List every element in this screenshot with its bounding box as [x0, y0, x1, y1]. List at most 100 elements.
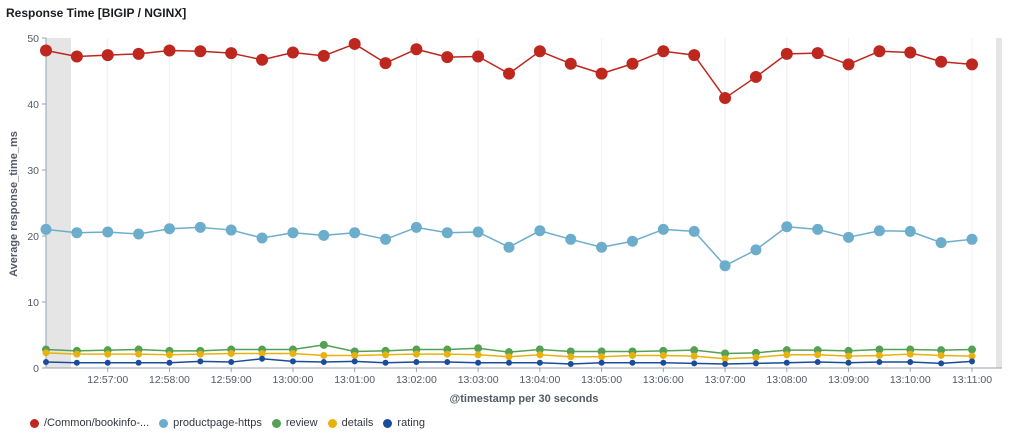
- data-point[interactable]: [104, 359, 111, 366]
- data-point[interactable]: [73, 350, 81, 358]
- data-point[interactable]: [783, 359, 790, 366]
- data-point[interactable]: [690, 346, 699, 355]
- data-point[interactable]: [781, 221, 793, 233]
- data-point[interactable]: [876, 359, 883, 366]
- data-point[interactable]: [380, 233, 392, 245]
- data-point[interactable]: [258, 349, 266, 357]
- data-point[interactable]: [812, 223, 824, 235]
- data-point[interactable]: [351, 351, 359, 359]
- data-point[interactable]: [256, 53, 269, 66]
- data-point[interactable]: [721, 349, 730, 358]
- data-point[interactable]: [503, 241, 515, 253]
- data-point[interactable]: [351, 358, 358, 365]
- data-point[interactable]: [227, 349, 235, 357]
- data-point[interactable]: [318, 229, 330, 241]
- data-point[interactable]: [163, 223, 175, 235]
- data-point[interactable]: [906, 350, 914, 358]
- data-point[interactable]: [659, 351, 667, 359]
- data-point[interactable]: [811, 47, 824, 60]
- data-point[interactable]: [475, 359, 482, 366]
- data-point[interactable]: [814, 351, 822, 359]
- data-point[interactable]: [904, 225, 916, 237]
- data-point[interactable]: [722, 361, 729, 368]
- data-point[interactable]: [691, 360, 698, 367]
- data-point[interactable]: [40, 44, 52, 57]
- data-point[interactable]: [626, 57, 639, 70]
- data-point[interactable]: [225, 224, 237, 236]
- data-point[interactable]: [197, 358, 204, 365]
- data-point[interactable]: [629, 359, 636, 366]
- data-point[interactable]: [441, 51, 454, 64]
- data-point[interactable]: [688, 49, 701, 62]
- data-point[interactable]: [410, 43, 423, 56]
- data-point[interactable]: [444, 359, 451, 366]
- data-point[interactable]: [873, 225, 885, 237]
- data-point[interactable]: [566, 347, 575, 356]
- data-point[interactable]: [938, 360, 945, 367]
- data-point[interactable]: [937, 351, 945, 359]
- data-point[interactable]: [317, 49, 330, 62]
- data-point[interactable]: [750, 244, 762, 256]
- data-point[interactable]: [256, 232, 268, 244]
- legend-item[interactable]: review: [271, 417, 318, 429]
- data-point[interactable]: [194, 45, 207, 58]
- data-point[interactable]: [536, 351, 544, 359]
- data-point[interactable]: [752, 353, 760, 361]
- data-point[interactable]: [596, 241, 608, 253]
- data-point[interactable]: [814, 359, 821, 366]
- data-point[interactable]: [505, 353, 513, 361]
- data-point[interactable]: [873, 45, 886, 58]
- data-point[interactable]: [42, 349, 50, 357]
- data-point[interactable]: [597, 347, 606, 356]
- data-point[interactable]: [472, 50, 485, 63]
- data-point[interactable]: [472, 226, 484, 238]
- legend-item[interactable]: productpage-https: [159, 417, 262, 429]
- data-point[interactable]: [968, 345, 976, 354]
- data-point[interactable]: [43, 359, 49, 366]
- data-point[interactable]: [163, 44, 176, 57]
- data-point[interactable]: [70, 50, 83, 63]
- data-point[interactable]: [320, 351, 328, 359]
- data-point[interactable]: [443, 350, 451, 358]
- data-point[interactable]: [937, 346, 946, 355]
- data-point[interactable]: [536, 359, 543, 366]
- data-point[interactable]: [966, 233, 978, 245]
- data-point[interactable]: [628, 351, 636, 359]
- data-point[interactable]: [875, 345, 884, 354]
- data-point[interactable]: [719, 260, 731, 272]
- data-point[interactable]: [289, 358, 296, 365]
- data-point[interactable]: [567, 353, 575, 361]
- data-point[interactable]: [626, 235, 638, 247]
- data-point[interactable]: [474, 344, 483, 353]
- data-point[interactable]: [319, 340, 328, 349]
- legend-item[interactable]: /Common/bookinfo-...: [30, 417, 149, 429]
- data-point[interactable]: [289, 349, 297, 357]
- data-point[interactable]: [907, 359, 914, 366]
- data-point[interactable]: [535, 345, 544, 354]
- data-point[interactable]: [40, 223, 52, 235]
- data-point[interactable]: [104, 350, 112, 358]
- data-point[interactable]: [71, 227, 83, 239]
- data-point[interactable]: [166, 359, 173, 366]
- data-point[interactable]: [382, 359, 389, 366]
- data-point[interactable]: [413, 359, 420, 366]
- data-point[interactable]: [320, 359, 327, 366]
- data-point[interactable]: [506, 359, 512, 366]
- data-point[interactable]: [752, 360, 759, 367]
- data-point[interactable]: [595, 67, 608, 80]
- data-point[interactable]: [783, 351, 791, 359]
- data-point[interactable]: [348, 37, 361, 50]
- data-point[interactable]: [844, 346, 853, 355]
- data-point[interactable]: [842, 58, 855, 71]
- data-point[interactable]: [969, 358, 975, 365]
- data-point[interactable]: [598, 359, 605, 366]
- data-point[interactable]: [845, 352, 853, 360]
- data-point[interactable]: [259, 355, 266, 362]
- data-point[interactable]: [688, 225, 700, 237]
- data-point[interactable]: [382, 351, 390, 359]
- data-point[interactable]: [598, 353, 606, 361]
- data-point[interactable]: [194, 221, 206, 233]
- data-point[interactable]: [102, 226, 114, 238]
- data-point[interactable]: [719, 92, 732, 105]
- data-point[interactable]: [904, 46, 917, 59]
